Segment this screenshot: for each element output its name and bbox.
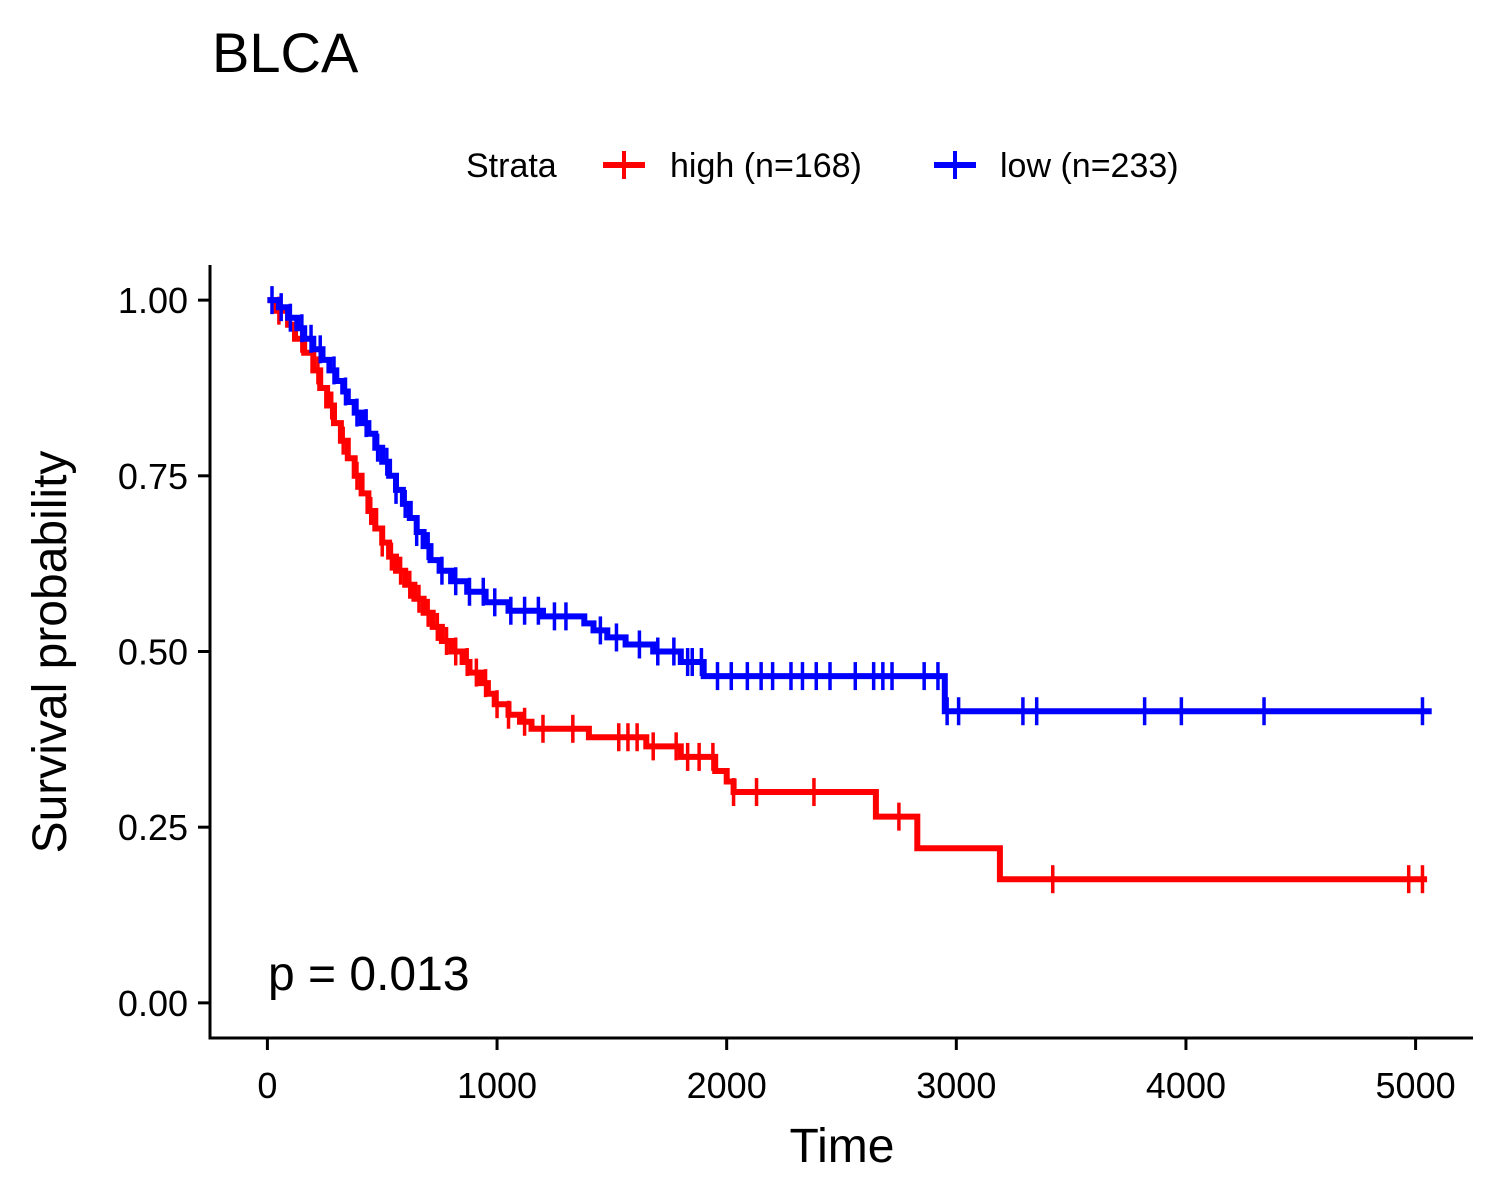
y-tick-label: 0.75 <box>118 456 188 497</box>
x-tick-label: 0 <box>257 1065 277 1106</box>
x-axis-title: Time <box>790 1120 895 1173</box>
legend-label-high: high (n=168) <box>670 147 862 185</box>
survival-curve-line <box>267 297 1428 883</box>
x-tick-label: 2000 <box>687 1065 767 1106</box>
x-tick-label: 3000 <box>916 1065 996 1106</box>
legend-title: Strata <box>466 147 557 185</box>
y-tick-label: 0.50 <box>118 632 188 673</box>
x-tick-label: 5000 <box>1376 1065 1456 1106</box>
x-tick-label: 4000 <box>1146 1065 1226 1106</box>
p-value-annotation: p = 0.013 <box>268 948 470 1001</box>
y-axis-title: Survival probability <box>24 451 77 854</box>
y-tick-label: 0.25 <box>118 807 188 848</box>
y-tick-label: 0.00 <box>118 983 188 1024</box>
series-low <box>267 286 1432 726</box>
survival-curve-line <box>267 297 1432 715</box>
legend-label-low: low (n=233) <box>1000 147 1179 185</box>
survival-curves <box>267 286 1432 894</box>
chart-title: BLCA <box>212 21 359 84</box>
legend-key-low <box>934 151 976 179</box>
axes: 0 1000 2000 3000 4000 5000 0.00 0.25 0.50 0.75 1.0… <box>118 265 1473 1106</box>
legend-key-high <box>603 151 645 179</box>
series-high <box>267 296 1428 894</box>
x-tick-label: 1000 <box>457 1065 537 1106</box>
y-tick-label: 1.00 <box>118 280 188 321</box>
legend: Strata high (n=168) low (n=233) <box>466 147 1179 185</box>
